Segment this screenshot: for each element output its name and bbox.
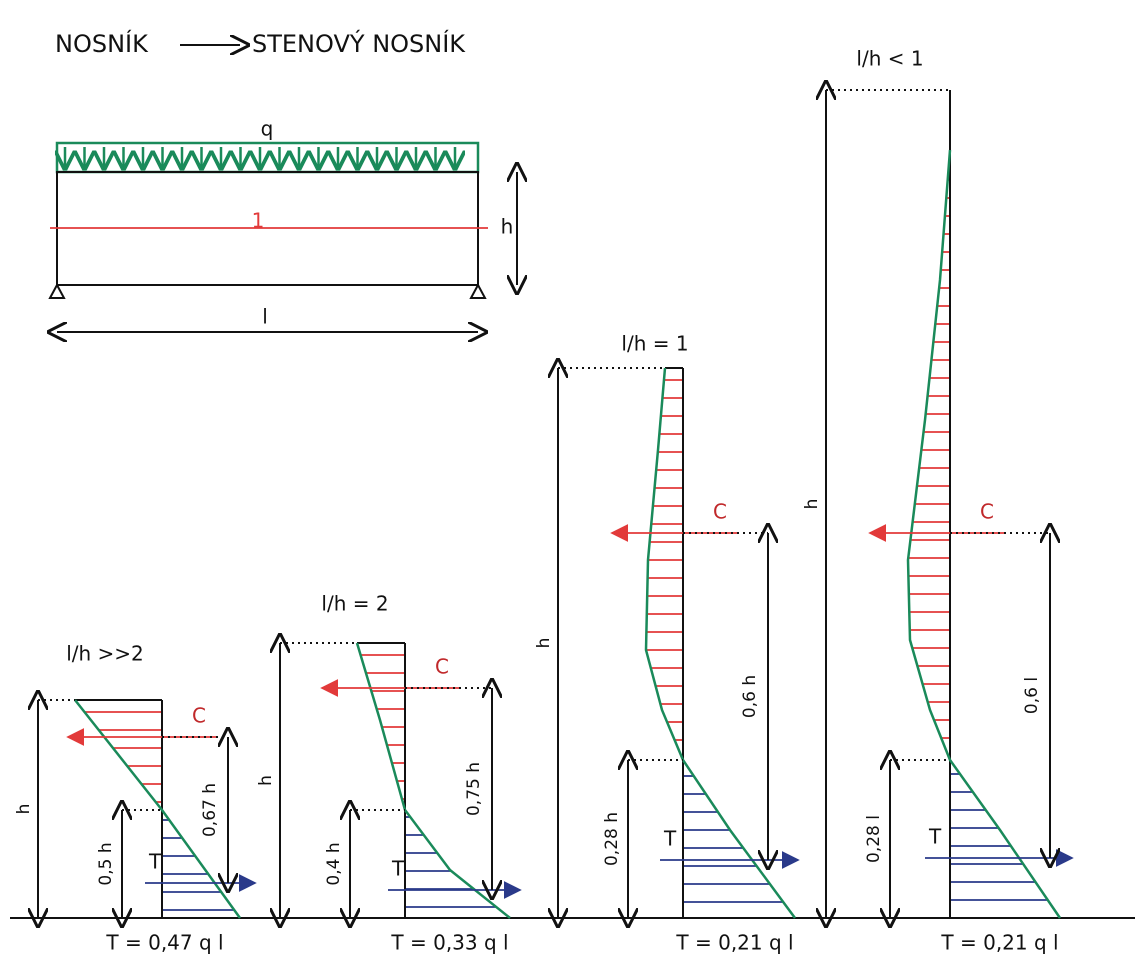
height-label: h xyxy=(256,775,276,786)
force-label: T = 0,21 q l xyxy=(675,931,793,955)
force-label: T = 0,33 q l xyxy=(390,931,508,955)
stress-diagram: h 0,28 h 0,6 h C Tl/h = 1 T = 0,21 q l xyxy=(534,332,800,955)
title-left: NOSNÍK xyxy=(55,29,149,58)
compression-label: C xyxy=(713,500,727,524)
title-right: STENOVÝ NOSNÍK xyxy=(252,29,466,58)
ratio-label: l/h >>2 xyxy=(66,642,144,666)
ratio-label: l/h = 2 xyxy=(321,592,388,616)
tension-label: T xyxy=(663,827,677,851)
compression-label: C xyxy=(192,704,206,728)
supports xyxy=(48,282,487,299)
stress-diagram: h 0,4 h 0,75 h C Tl/h = 2 T = 0,33 q l xyxy=(256,592,522,955)
load-arrows xyxy=(65,147,455,168)
lever-arm-label: 0,67 h xyxy=(200,783,220,837)
tension-height-label: 0,28 l xyxy=(864,815,884,863)
stress-curve xyxy=(644,367,797,919)
lever-arm-label: 0,6 l xyxy=(1022,677,1042,714)
tension-label: T xyxy=(148,850,162,874)
span-label: l xyxy=(262,305,268,329)
stress-curve xyxy=(906,149,1062,919)
ratio-label: l/h = 1 xyxy=(621,332,688,356)
height-label: h xyxy=(534,638,554,649)
stress-diagram: h 0,28 l 0,6 l C Tl/h < 1 T = 0,21 q l xyxy=(802,47,1074,955)
tension-label: T xyxy=(391,857,405,881)
section-label: 1 xyxy=(252,209,265,233)
height-label: h xyxy=(802,499,822,510)
force-label: T = 0,21 q l xyxy=(940,931,1058,955)
lever-arm-label: 0,75 h xyxy=(464,762,484,816)
tension-height-label: 0,28 h xyxy=(602,812,622,866)
load-label: q xyxy=(261,117,274,141)
tension-height-label: 0,5 h xyxy=(96,842,116,885)
beam: q 1 h l xyxy=(50,117,517,333)
force-label: T = 0,47 q l xyxy=(105,931,223,955)
tension-label: T xyxy=(928,825,942,849)
height-label: h xyxy=(501,215,514,239)
ratio-label: l/h < 1 xyxy=(856,47,923,71)
stress-diagram: h 0,5 h 0,67 h C Tl/h >>2 T = 0,47 q l xyxy=(14,642,257,955)
compression-label: C xyxy=(980,500,994,524)
lever-arm-label: 0,6 h xyxy=(740,675,760,718)
stress-curve xyxy=(355,642,511,919)
compression-label: C xyxy=(435,655,449,679)
height-label: h xyxy=(14,804,34,815)
tension-height-label: 0,4 h xyxy=(324,842,344,885)
